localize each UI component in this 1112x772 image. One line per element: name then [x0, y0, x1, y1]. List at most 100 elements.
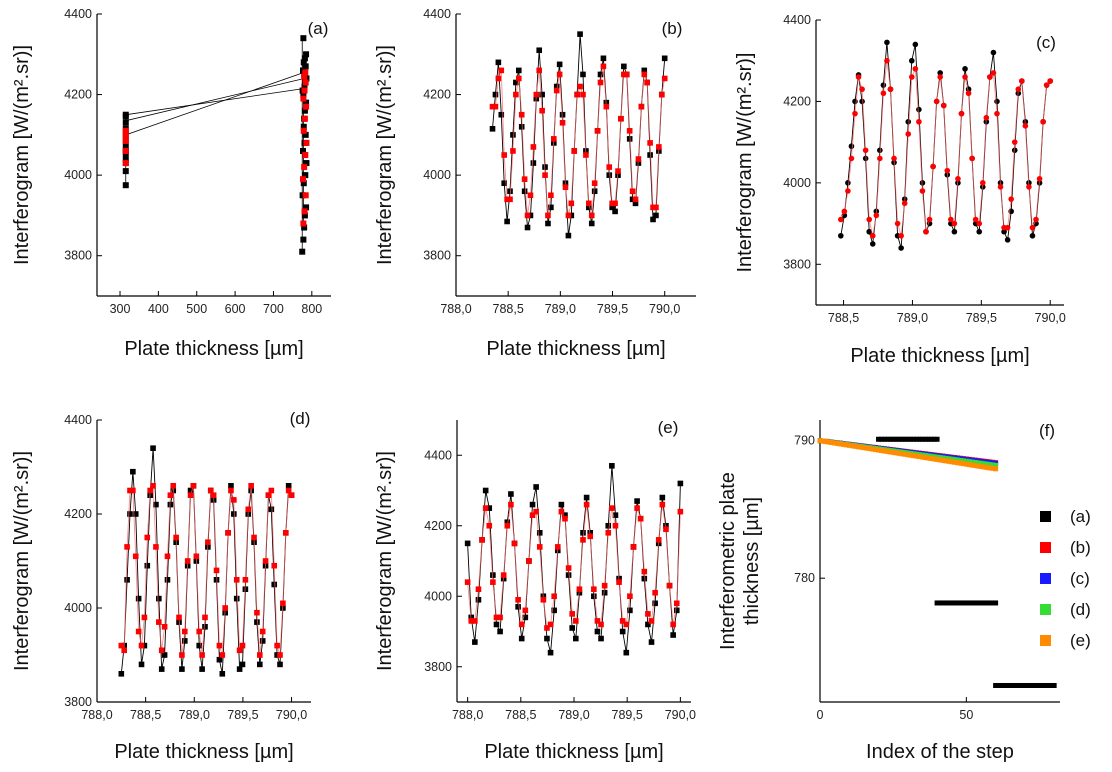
data-point-red: [504, 196, 510, 203]
data-point-red: [569, 611, 575, 617]
data-point-red: [193, 553, 200, 560]
data-point-red: [248, 483, 254, 489]
data-point-red: [852, 110, 858, 117]
data-point-red: [1033, 216, 1039, 223]
data-point-black: [677, 480, 684, 487]
data-point-red: [130, 487, 136, 494]
data-point-orange: [899, 451, 905, 457]
data-point-orange: [835, 440, 841, 446]
x-tick-label: 789,5: [227, 708, 258, 722]
data-point-red: [254, 609, 260, 616]
data-point-orange: [902, 451, 908, 457]
x-axis-label: Plate thickness [µm]: [486, 338, 665, 360]
data-point-red: [515, 596, 521, 603]
data-point-orange: [884, 448, 890, 454]
data-point-red: [495, 75, 502, 82]
data-point-black: [663, 522, 669, 529]
data-point-red: [547, 621, 554, 628]
data-point-red: [135, 628, 142, 635]
data-point-black: [648, 639, 655, 645]
data-point-black: [605, 522, 612, 529]
data-point-red: [199, 652, 205, 658]
data-point-black: [301, 83, 308, 90]
data-point-red: [301, 87, 308, 94]
data-point-red: [542, 172, 548, 178]
connector-line: [125, 88, 305, 116]
data-point-red: [122, 131, 129, 138]
data-point-red: [231, 497, 237, 503]
data-point-black: [580, 71, 586, 78]
data-point-black: [975, 600, 981, 606]
data-point-red: [1029, 224, 1036, 231]
data-point-red: [265, 492, 272, 498]
data-point-black: [547, 649, 554, 656]
data-point-black: [573, 635, 579, 642]
data-point-black: [1034, 682, 1040, 688]
data-point-red: [262, 558, 269, 564]
data-point-black: [940, 600, 946, 606]
data-point-red: [121, 647, 128, 654]
data-point-black: [285, 483, 292, 489]
data-point-black: [962, 66, 968, 72]
data-point-red: [559, 119, 566, 126]
data-point-orange: [861, 445, 867, 451]
data-point-red: [271, 562, 278, 569]
data-point-red: [300, 220, 307, 227]
data-point-orange: [975, 463, 981, 469]
data-point-black: [597, 71, 604, 78]
y-tick-label: 4400: [783, 13, 811, 27]
data-point-red: [176, 614, 182, 621]
data-point-red: [635, 156, 642, 162]
data-point-black: [268, 506, 275, 513]
data-point-black: [1011, 147, 1018, 154]
x-tick-label: 788,0: [440, 302, 471, 316]
data-point-black: [583, 494, 590, 501]
data-point-black: [650, 216, 656, 223]
data-point-orange: [849, 443, 855, 449]
data-point-black: [957, 600, 963, 606]
data-point-black: [1001, 682, 1007, 688]
data-point-black: [911, 436, 917, 442]
data-point-black: [1010, 682, 1016, 688]
data-point-black: [236, 666, 243, 672]
data-point-black: [1019, 682, 1025, 688]
data-point-black: [951, 228, 958, 235]
data-point-red: [958, 110, 965, 117]
data-point-red: [239, 642, 246, 649]
chart-panel-3: 3800 4000 4200 4400 788,5 789,0 789,5 790,0 (c) P…: [734, 13, 1066, 367]
data-point-red: [468, 618, 475, 624]
x-tick-label: 789,5: [597, 302, 628, 316]
data-point-black: [504, 218, 510, 225]
y-axis-label: thickness [µm]: [741, 497, 763, 625]
x-axis-label: Plate thickness [µm]: [484, 741, 663, 763]
data-point-red: [591, 180, 598, 186]
y-tick-label: 3800: [64, 695, 92, 709]
data-point-black: [981, 600, 987, 606]
data-point-red: [627, 593, 633, 600]
data-point-red: [303, 103, 310, 110]
data-point-green: [955, 457, 961, 463]
data-point-red: [513, 91, 519, 98]
data-point-black: [934, 600, 940, 606]
data-point-black: [1028, 682, 1034, 688]
x-tick-label: 400: [148, 302, 169, 316]
data-point-red: [848, 155, 855, 162]
data-point-red: [1040, 118, 1046, 125]
data-point-orange: [840, 441, 846, 447]
data-point-red: [508, 501, 514, 508]
y-tick-label: 3800: [423, 249, 451, 263]
data-point-red: [562, 515, 568, 522]
data-point-red: [997, 184, 1004, 190]
data-point-red: [475, 586, 482, 592]
data-point-black: [1004, 682, 1010, 688]
data-point-red: [623, 71, 630, 78]
data-point-red: [268, 487, 275, 494]
data-point-black: [1051, 682, 1057, 688]
data-point-black: [890, 436, 896, 442]
data-point-black: [219, 671, 226, 677]
chart-panel-6: 780 790 0 50 (f) Index of the step Interferome…: [717, 420, 1091, 763]
data-point-red: [666, 582, 673, 589]
data-point-black: [893, 436, 899, 442]
y-tick-label: 4400: [424, 448, 452, 462]
data-point-red: [894, 220, 901, 227]
